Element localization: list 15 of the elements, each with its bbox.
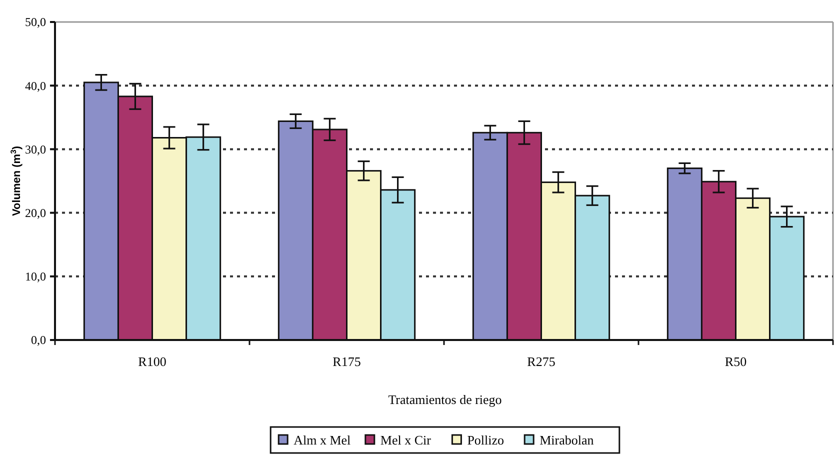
y-tick-label: 40,0 (25, 78, 46, 93)
x-tick-label: R275 (527, 354, 556, 369)
x-tick-label: R100 (138, 354, 166, 369)
y-tick-label: 20,0 (25, 206, 46, 220)
x-axis-title: Tratamientos de riego (388, 392, 502, 407)
y-tick-label: 10,0 (25, 270, 46, 284)
legend-label: Alm x Mel (294, 432, 352, 448)
y-tick-label: 30,0 (25, 142, 46, 156)
legend-label: Mirabolan (540, 432, 594, 448)
y-tick-label: 0,0 (31, 333, 46, 348)
x-tick-label: R175 (332, 354, 361, 369)
y-tick-label: 50,0 (25, 15, 46, 30)
x-tick-label: R50 (724, 354, 747, 369)
legend-label: Pollizo (467, 432, 504, 448)
legend-label: Mel x Cir (380, 432, 432, 448)
